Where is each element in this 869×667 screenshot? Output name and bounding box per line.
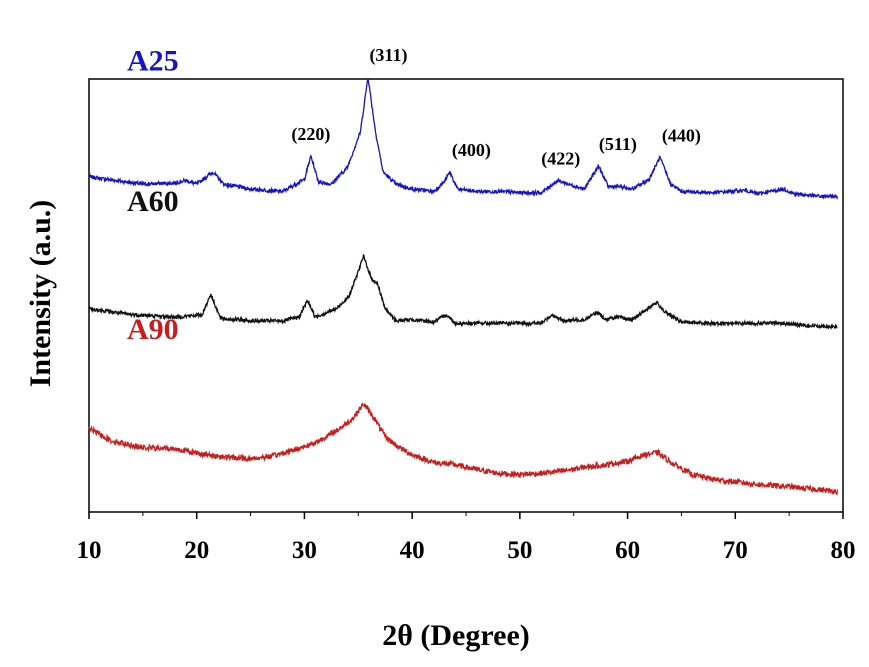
peak-label: (220) <box>291 124 330 145</box>
series-label-a60: A60 <box>127 185 179 218</box>
series-line-a90 <box>88 402 839 496</box>
x-tick-label: 60 <box>615 537 640 564</box>
x-axis-tick-labels: 10 20 30 40 50 60 70 80 <box>77 537 856 564</box>
x-axis-ticks <box>88 512 844 519</box>
x-tick-label: 20 <box>184 537 209 564</box>
x-tick-label: 50 <box>507 537 532 564</box>
series-line-a60 <box>88 253 838 330</box>
y-axis-title: Intensity (a.u.) <box>24 200 57 388</box>
series-label-a90: A90 <box>127 313 179 346</box>
x-tick-label: 10 <box>77 537 102 564</box>
series-labels: A25 A60 A90 <box>127 45 179 346</box>
peak-label: (511) <box>599 134 637 155</box>
series-label-a25: A25 <box>127 45 179 78</box>
x-axis-title: 2θ (Degree) <box>382 619 530 652</box>
peak-label: (440) <box>662 125 701 146</box>
peak-labels: (220) (311) (400) (422) (511) (440) <box>291 45 701 170</box>
peak-label: (422) <box>541 149 580 170</box>
x-tick-label: 40 <box>400 537 425 564</box>
x-tick-label: 30 <box>292 537 317 564</box>
x-tick-label: 80 <box>831 537 856 564</box>
peak-label: (400) <box>452 140 491 161</box>
peak-label: (311) <box>369 45 407 66</box>
series-group <box>88 77 839 496</box>
series-line-a25 <box>88 77 839 200</box>
x-tick-label: 70 <box>723 537 748 564</box>
